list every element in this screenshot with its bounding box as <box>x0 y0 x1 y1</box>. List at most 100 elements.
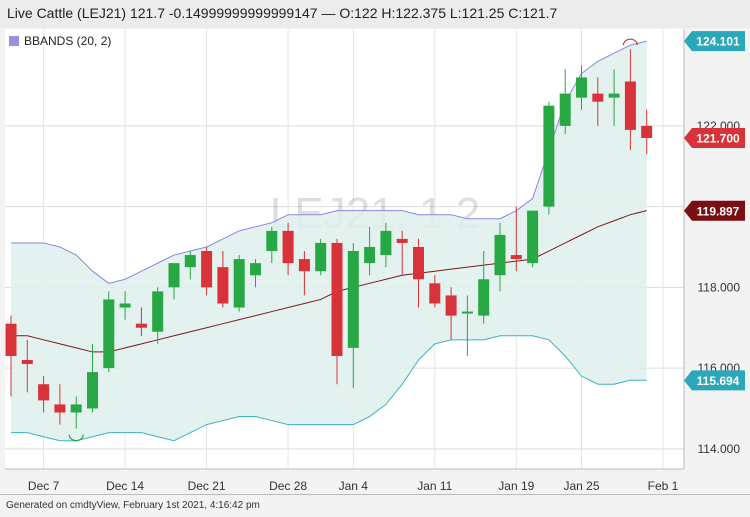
candle-body <box>282 230 294 264</box>
candle <box>559 69 571 134</box>
candle-body <box>380 230 392 256</box>
bollinger-middle-line <box>11 210 647 353</box>
candle-body <box>5 323 17 356</box>
candle-body <box>364 246 376 264</box>
candle <box>250 259 261 288</box>
candle <box>641 109 653 155</box>
candle <box>592 77 604 126</box>
x-tick-label: Jan 11 <box>417 479 452 493</box>
candle <box>624 49 636 151</box>
candle-body <box>461 311 473 314</box>
candle-body <box>103 299 115 369</box>
candle <box>282 222 294 276</box>
candle-body <box>233 259 245 308</box>
price-label-text: 124.101 <box>696 35 740 49</box>
candle-body <box>298 259 310 272</box>
candle <box>608 69 620 126</box>
candle-body <box>54 404 66 413</box>
x-tick-label: Feb 1 <box>648 479 679 493</box>
y-tick-label: 118.000 <box>698 280 741 294</box>
chart-title: Live Cattle (LEJ21) 121.7 -0.14999999999… <box>7 5 558 21</box>
candle-body <box>494 234 506 276</box>
price-label-bg <box>684 31 745 52</box>
candle <box>494 222 506 292</box>
candle <box>54 384 66 425</box>
candle-body <box>592 93 604 102</box>
x-tick-label: Dec 28 <box>269 479 307 493</box>
candle-body <box>413 246 424 280</box>
legend-swatch <box>9 36 19 46</box>
x-tick-label: Jan 25 <box>563 479 599 493</box>
candle-body <box>331 242 343 356</box>
candle <box>152 287 164 344</box>
low-marker-arc <box>68 434 84 442</box>
candle-body <box>347 251 359 348</box>
high-marker-arc <box>622 38 638 46</box>
bollinger-upper-line <box>11 40 647 284</box>
x-tick-label: Jan 4 <box>339 479 369 493</box>
bollinger-lower-line <box>11 335 647 442</box>
bollinger-band-fill <box>11 41 647 441</box>
y-tick-label: 114.000 <box>698 442 741 456</box>
x-tick-label: Dec 7 <box>28 479 60 493</box>
candle-body <box>543 105 555 207</box>
candle-body <box>608 93 620 98</box>
candle-body <box>119 303 131 308</box>
price-label-bg <box>684 370 745 391</box>
candle-body <box>38 384 50 401</box>
candle <box>429 275 441 308</box>
candle <box>70 396 82 429</box>
price-label-last: 121.700 <box>684 127 745 148</box>
candle-body <box>201 251 213 288</box>
candle-body <box>250 263 261 276</box>
candle-body <box>478 279 490 316</box>
candle <box>298 251 310 296</box>
candle <box>331 238 343 385</box>
candle <box>135 307 147 336</box>
candle-body <box>70 404 82 413</box>
candle-body <box>315 242 327 272</box>
price-label-bg <box>684 127 745 148</box>
candle <box>168 263 180 300</box>
price-label-text: 121.700 <box>696 131 740 145</box>
candle-body <box>624 81 636 130</box>
price-label-lower: 115.694 <box>684 370 745 391</box>
candle-body <box>576 77 587 98</box>
price-label-bg <box>684 200 745 221</box>
candle <box>21 339 33 393</box>
candle <box>315 238 327 276</box>
candle <box>527 210 539 268</box>
price-label-text: 115.694 <box>697 374 740 388</box>
candle <box>576 65 587 110</box>
candle-body <box>217 267 229 304</box>
candle <box>103 291 115 373</box>
candle-body <box>266 230 278 252</box>
candle-body <box>396 238 408 243</box>
candle-body <box>559 93 571 126</box>
candle <box>266 226 278 264</box>
candle <box>201 246 213 296</box>
x-tick-label: Dec 14 <box>106 479 144 493</box>
candle <box>461 295 473 356</box>
candle-body <box>184 255 196 268</box>
candle <box>396 230 408 276</box>
candle <box>380 222 392 268</box>
candle <box>445 287 457 340</box>
candle <box>5 315 17 397</box>
price-label-upper: 124.101 <box>684 31 745 52</box>
candle <box>119 291 131 320</box>
candle-body <box>429 283 441 304</box>
x-tick-label: Jan 19 <box>498 479 534 493</box>
candle-body <box>168 263 180 288</box>
candle <box>87 343 98 413</box>
candle <box>233 255 245 312</box>
candle-body <box>641 125 653 138</box>
footer-text: Generated on cmdtyView, February 1st 202… <box>6 500 260 511</box>
x-tick-label: Dec 21 <box>188 479 226 493</box>
chart-header: Live Cattle (LEJ21) 121.7 -0.14999999999… <box>0 0 750 28</box>
candle <box>543 101 555 215</box>
candle-body <box>135 323 147 328</box>
candle <box>364 226 376 276</box>
candle <box>217 251 229 308</box>
